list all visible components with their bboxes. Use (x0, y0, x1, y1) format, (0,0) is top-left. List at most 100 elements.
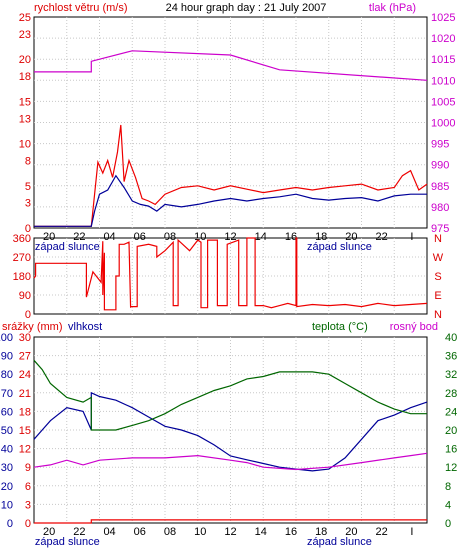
rain-humidity-temperature-panel: srážky (mm) vlhkost teplota (°C) rosný b… (0, 321, 457, 548)
y-tick-label: 0 (7, 518, 13, 530)
y-tick-label: 6 (25, 481, 31, 493)
series-line-gust (34, 124, 428, 227)
y-tick-label: 20 (1, 481, 13, 493)
y-tick-label: 20 (19, 54, 31, 66)
x-tick-label: 08 (164, 231, 176, 243)
temperature-ticks: 0 4 8 12 16 20 24 28 32 36 40 (445, 332, 457, 530)
series-line-wind-direction (33, 237, 428, 311)
y-tick-label: 980 (431, 202, 449, 214)
x-tick-label: 20 (43, 526, 55, 538)
y-tick-label: 32 (445, 369, 457, 381)
x-tick-label: 10 (194, 526, 206, 538)
y-tick-label: 27 (19, 351, 31, 363)
y-tick-label: 15 (19, 425, 31, 437)
y-tick-label: 25 (19, 12, 31, 24)
y-tick-label: 13 (19, 113, 31, 125)
y-tick-label: 18 (19, 406, 31, 418)
wind-pressure-series (34, 50, 428, 227)
y-tick-label: 50 (1, 425, 13, 437)
x-tick-label: 22 (73, 526, 85, 538)
x-tick-label: 22 (376, 526, 388, 538)
y-tick-label: 985 (431, 181, 449, 193)
series-line-humidity (33, 391, 428, 472)
y-tick-label: 70 (1, 388, 13, 400)
rain-humidity-series (33, 359, 428, 524)
y-tick-label: 1020 (431, 33, 455, 45)
sunset-annotation: západ slunce (307, 241, 372, 253)
series-line-dew-point (33, 452, 428, 471)
y-tick-label: 1000 (431, 118, 455, 130)
series-line-precipitation (34, 519, 427, 524)
x-tick-label: 04 (103, 231, 115, 243)
x-tick-label: 20 (43, 231, 55, 243)
x-tick-label: 16 (285, 526, 297, 538)
x-tick-label: 12 (224, 231, 236, 243)
sunset-annotation: západ slunce (35, 241, 100, 253)
x-tick-label: 06 (134, 526, 146, 538)
y-tick-label: 10 (1, 499, 13, 511)
y-tick-label: 90 (1, 351, 13, 363)
sunset-annotation: západ slunce (307, 536, 372, 548)
temperature-axis-label: teplota (°C) (312, 321, 368, 333)
y-tick-label: 60 (1, 406, 13, 418)
y-tick-label: 16 (445, 444, 457, 456)
y-tick-label: 18 (19, 71, 31, 83)
y-tick-label: 270 (13, 252, 31, 264)
series-line-average-wind (34, 174, 427, 227)
x-tick-label: 04 (103, 526, 115, 538)
y-tick-label: 1010 (431, 75, 455, 87)
y-tick-label: 10 (19, 139, 31, 151)
wind-direction-series (33, 237, 428, 311)
pressure-axis-label: tlak (hPa) (369, 2, 416, 14)
chart-title: 24 hour graph day : 21 July 2007 (166, 2, 327, 14)
humidity-ticks: 0 10 20 30 40 50 60 70 80 90 100 (0, 332, 13, 530)
compass-label: S (434, 271, 441, 283)
y-tick-label: 21 (19, 388, 31, 400)
x-tick-label: 20 (345, 231, 357, 243)
y-tick-label: 0 (25, 518, 31, 530)
x-tick-label: 12 (224, 526, 236, 538)
x-tick-label: 22 (376, 231, 388, 243)
y-tick-label: 15 (19, 96, 31, 108)
y-tick-label: 9 (25, 462, 31, 474)
y-tick-label: 40 (445, 332, 457, 344)
wind-direction-ticks: 0 90 180 270 360 (13, 233, 31, 321)
x-tick-label: I (410, 231, 413, 243)
x-tick-label: 22 (73, 231, 85, 243)
y-tick-label: 30 (1, 462, 13, 474)
sunset-annotation: západ slunce (35, 536, 100, 548)
x-tick-label: 14 (255, 526, 267, 538)
x-tick-label: 06 (134, 231, 146, 243)
y-tick-label: 5 (25, 181, 31, 193)
series-line-pressure (34, 50, 428, 81)
x-tick-label: 18 (315, 231, 327, 243)
y-tick-label: 23 (19, 29, 31, 41)
y-tick-label: 20 (445, 425, 457, 437)
y-tick-label: 8 (445, 481, 451, 493)
y-tick-label: 28 (445, 388, 457, 400)
precipitation-ticks: 0 3 6 9 12 15 18 21 24 27 30 (19, 332, 31, 530)
y-tick-label: 990 (431, 160, 449, 172)
y-tick-label: 8 (25, 155, 31, 167)
y-tick-label: 90 (19, 290, 31, 302)
y-tick-label: 100 (0, 332, 13, 344)
compass-label: N (434, 233, 442, 245)
series-line-temperature (33, 359, 427, 431)
y-tick-label: 180 (13, 271, 31, 283)
y-tick-label: 3 (25, 499, 31, 511)
wind-pressure-grid (34, 17, 427, 228)
y-tick-label: 3 (25, 198, 31, 210)
y-tick-label: 36 (445, 351, 457, 363)
x-tick-label: I (410, 526, 413, 538)
x-tick-label: 20 (345, 526, 357, 538)
wind-speed-ticks: 0 3 5 8 10 13 15 18 20 23 25 (19, 12, 31, 235)
y-tick-label: 1015 (431, 54, 455, 66)
y-tick-label: 0 (25, 309, 31, 321)
wind-speed-axis-label: rychlost větru (m/s) (34, 2, 128, 14)
precipitation-axis-label: srážky (mm) (2, 321, 63, 333)
